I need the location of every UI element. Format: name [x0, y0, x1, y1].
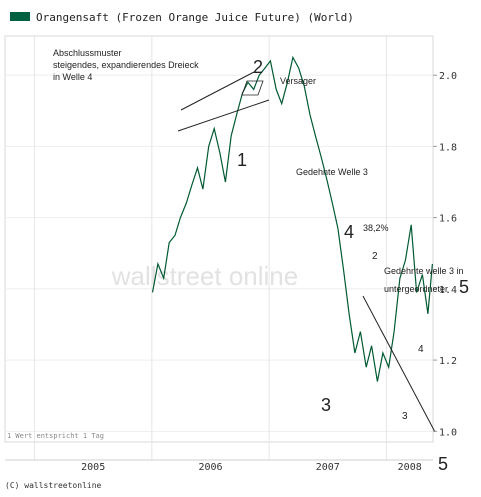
footer-note: 1 Wert entspricht 1 Tag [7, 432, 104, 440]
annotation-sub-wave-line1: Gedehnte welle 3 in [384, 266, 464, 276]
trendline-wave5 [362, 295, 436, 433]
x-tick-label: 2006 [198, 462, 222, 473]
wave-label-4: 4 [344, 222, 354, 242]
series-line [151, 55, 433, 382]
trendlines [177, 71, 436, 433]
wave-label-3: 3 [321, 395, 331, 415]
y-tick-label: 1.6 [439, 214, 457, 225]
x-tick-label: 2007 [316, 462, 340, 473]
plot-area [4, 35, 434, 443]
subwave-label-3: 3 [402, 411, 408, 422]
y-tick-label: 2.0 [439, 71, 457, 82]
y-tick-label: 1.8 [439, 142, 457, 153]
trendline-upper [180, 71, 255, 111]
y-tick-label: 1.0 [439, 427, 457, 438]
y-tick-label: 1.2 [439, 356, 457, 367]
annotation-pattern-line2: steigendes, expandierendes Dreieck [53, 60, 199, 70]
annotation-sub-wave-line2: untergeordneter [384, 284, 448, 294]
gridlines [5, 36, 433, 460]
subwave-label-4: 4 [418, 344, 424, 355]
copyright: (C) wallstreetonline [5, 481, 102, 490]
annotation-pattern-line1: Abschlussmuster [53, 48, 122, 58]
x-tick-label: 2005 [81, 462, 105, 473]
pattern-box [241, 80, 264, 96]
annotation-versager: Versager [280, 76, 316, 86]
subwave-label-2: 2 [372, 251, 378, 262]
annotation-fib-382: 38,2% [363, 223, 389, 233]
x-axis: 2005 2006 2007 2008 [5, 459, 433, 473]
watermark: wallstreet online [111, 261, 298, 291]
wave-label-2: 2 [253, 57, 263, 77]
annotation-gedehnte-welle-3: Gedehnte Welle 3 [296, 167, 368, 177]
chart-title: Orangensaft (Frozen Orange Juice Future)… [36, 11, 354, 24]
x-tick-label: 2008 [398, 462, 422, 473]
wave-label-5: 5 [438, 454, 448, 474]
wave-label-1: 1 [237, 150, 247, 170]
wave-label-5-target: 5 [459, 277, 469, 297]
y-tick-label: 1.4 [439, 285, 457, 296]
trendline-lower [177, 99, 270, 132]
legend-swatch [10, 12, 30, 21]
annotation-pattern-line3: in Welle 4 [53, 72, 92, 82]
y-axis: 1.0 1.2 1.4 1.6 1.8 2.0 [433, 71, 457, 438]
